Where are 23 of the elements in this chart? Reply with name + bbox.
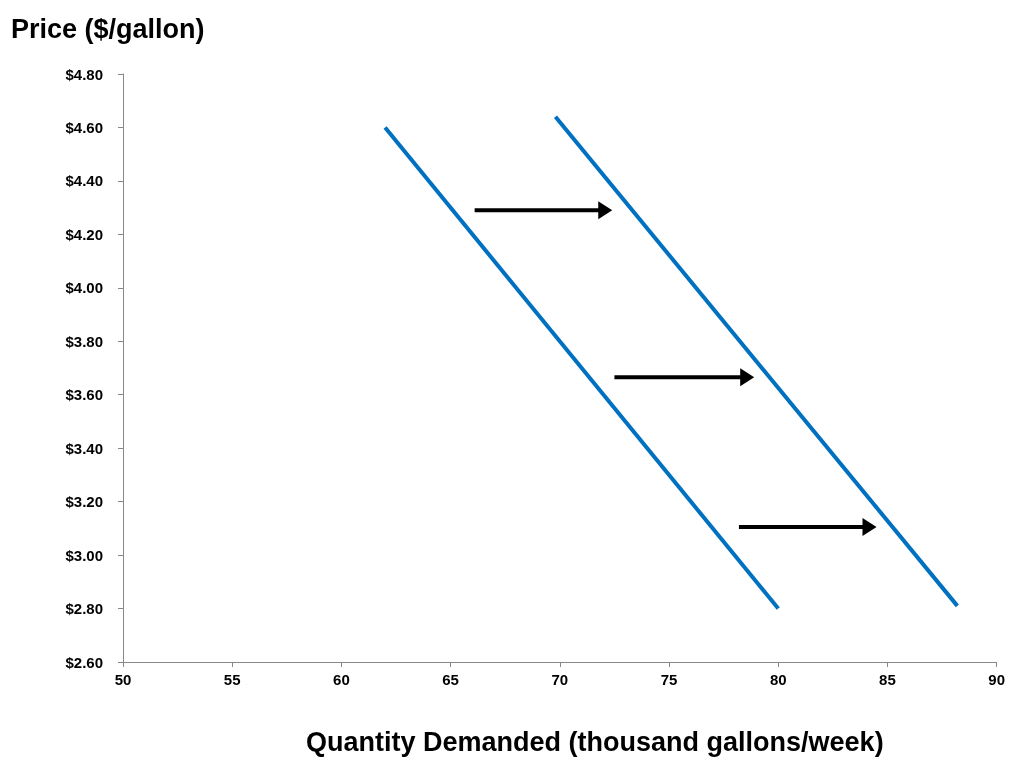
x-axis-title: Quantity Demanded (thousand gallons/week) xyxy=(306,726,884,757)
x-tick-label: 85 xyxy=(879,671,896,688)
x-tick-label: 55 xyxy=(223,671,241,688)
y-tick-label: $3.80 xyxy=(65,332,103,350)
x-tick-label: 70 xyxy=(551,671,569,688)
y-tick-label: $3.20 xyxy=(65,493,103,511)
y-tick-label: $3.60 xyxy=(65,386,103,404)
y-tick-label: $4.20 xyxy=(65,225,103,243)
y-tick-label: $2.60 xyxy=(65,653,103,671)
y-tick-label: $3.40 xyxy=(65,439,103,457)
y-tick-label: $2.80 xyxy=(65,600,103,618)
y-tick-label: $4.60 xyxy=(65,118,103,136)
x-tick-label: 80 xyxy=(769,671,787,688)
y-tick-label: $4.80 xyxy=(65,65,103,83)
y-tick-label: $4.00 xyxy=(65,279,103,297)
x-tick-label: 65 xyxy=(442,671,459,688)
x-tick-label: 75 xyxy=(660,671,678,688)
y-axis-title: Price ($/gallon) xyxy=(11,13,205,44)
x-tick-label: 60 xyxy=(333,671,350,688)
y-tick-label: $3.00 xyxy=(65,546,103,564)
x-tick-label: 90 xyxy=(988,671,1005,688)
y-tick-label: $4.40 xyxy=(65,172,103,190)
x-tick-label: 50 xyxy=(114,671,132,688)
